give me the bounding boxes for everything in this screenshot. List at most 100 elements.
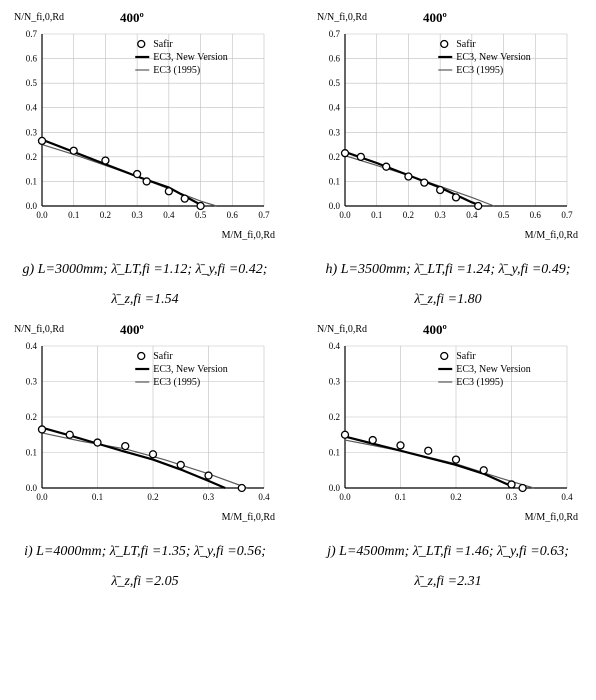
caption-g: g) L=3000mm; λ̄_LT,fi =1.12; λ̄_y,fi =0.…: [10, 259, 280, 312]
svg-text:0.1: 0.1: [329, 176, 340, 186]
marker-safir: [369, 436, 376, 443]
x-axis-label: M/M_fi,0,Rd: [313, 512, 583, 523]
legend-old: EC3 (1995): [456, 65, 503, 76]
svg-text:0.2: 0.2: [403, 210, 414, 220]
caption-line2: λ̄_z,fi =2.31: [313, 571, 583, 593]
svg-text:0.3: 0.3: [329, 127, 341, 137]
legend-new: EC3, New Version: [153, 364, 228, 375]
svg-text:0.3: 0.3: [435, 210, 447, 220]
legend-safir: Safir: [456, 39, 476, 50]
caption-line1: i) L=4000mm; λ̄_LT,fi =1.35; λ̄_y,fi =0.…: [24, 544, 266, 559]
marker-safir: [102, 157, 109, 164]
svg-text:0.0: 0.0: [329, 483, 341, 493]
svg-text:0.4: 0.4: [329, 103, 341, 113]
svg-text:0.2: 0.2: [26, 152, 37, 162]
caption-j: j) L=4500mm; λ̄_LT,fi =1.46; λ̄_y,fi =0.…: [313, 541, 583, 594]
marker-safir: [480, 467, 487, 474]
marker-safir: [39, 137, 46, 144]
svg-text:0.0: 0.0: [36, 210, 48, 220]
marker-safir: [39, 426, 46, 433]
marker-safir: [165, 188, 172, 195]
marker-safir: [508, 481, 515, 488]
chart-h: 0.00.10.20.30.40.50.60.70.00.10.20.30.40…: [313, 28, 573, 228]
marker-safir: [181, 195, 188, 202]
axis-labels-top: N/N_fi,0,Rd 400º: [10, 10, 280, 28]
marker-safir: [134, 171, 141, 178]
legend-new: EC3, New Version: [456, 52, 531, 63]
caption-line1: j) L=4500mm; λ̄_LT,fi =1.46; λ̄_y,fi =0.…: [327, 544, 569, 559]
legend-new: EC3, New Version: [456, 364, 531, 375]
marker-safir: [197, 203, 204, 210]
marker-safir: [238, 484, 245, 491]
marker-safir: [397, 442, 404, 449]
marker-safir: [383, 163, 390, 170]
svg-text:0.5: 0.5: [26, 78, 38, 88]
svg-text:0.1: 0.1: [92, 492, 103, 502]
svg-text:0.6: 0.6: [530, 210, 542, 220]
chart-i: 0.00.10.20.30.40.00.10.20.30.4SafirEC3, …: [10, 340, 270, 510]
svg-text:0.5: 0.5: [498, 210, 510, 220]
y-axis-label: N/N_fi,0,Rd: [317, 12, 367, 23]
svg-text:0.0: 0.0: [339, 492, 351, 502]
chart-title: 400º: [120, 10, 144, 26]
svg-text:0.4: 0.4: [561, 492, 573, 502]
marker-safir: [357, 153, 364, 160]
chart-title: 400º: [120, 322, 144, 338]
caption-i: i) L=4000mm; λ̄_LT,fi =1.35; λ̄_y,fi =0.…: [10, 541, 280, 594]
svg-text:0.1: 0.1: [329, 447, 340, 457]
panel-j: N/N_fi,0,Rd 400º 0.0 0.1 0.2 0.3 0.4 0.0 0.1 0.…: [313, 322, 583, 594]
svg-text:0.0: 0.0: [36, 492, 48, 502]
marker-safir: [94, 439, 101, 446]
svg-text:0.2: 0.2: [450, 492, 461, 502]
svg-text:0.1: 0.1: [26, 447, 37, 457]
axis-labels-top: N/N_fi,0,Rd 400º: [313, 10, 583, 28]
svg-text:0.6: 0.6: [227, 210, 239, 220]
marker-safir: [453, 194, 460, 201]
svg-text:0.6: 0.6: [329, 54, 341, 64]
svg-text:0.4: 0.4: [26, 341, 38, 351]
svg-text:0.2: 0.2: [329, 152, 340, 162]
svg-text:0.4: 0.4: [163, 210, 175, 220]
legend-old: EC3 (1995): [456, 377, 503, 388]
svg-text:0.7: 0.7: [26, 29, 38, 39]
panel-g: N/N_fi,0,Rd 400º 0.0 0.1 0.2 0.3 0.4 0.5 0.6 0.…: [10, 10, 280, 312]
caption-line1: g) L=3000mm; λ̄_LT,fi =1.12; λ̄_y,fi =0.…: [23, 262, 268, 277]
svg-text:0.3: 0.3: [26, 376, 38, 386]
marker-safir: [143, 178, 150, 185]
svg-text:0.7: 0.7: [561, 210, 573, 220]
axis-labels-top: N/N_fi,0,Rd 400º: [313, 322, 583, 340]
svg-text:0.3: 0.3: [132, 210, 144, 220]
chart-title: 400º: [423, 10, 447, 26]
marker-safir: [177, 461, 184, 468]
x-axis-label: M/M_fi,0,Rd: [10, 230, 280, 241]
chart-j: 0.00.10.20.30.40.00.10.20.30.4SafirEC3, …: [313, 340, 573, 510]
marker-safir: [150, 451, 157, 458]
marker-safir: [205, 472, 212, 479]
legend-old: EC3 (1995): [153, 377, 200, 388]
svg-text:0.2: 0.2: [100, 210, 111, 220]
caption-line1: h) L=3500mm; λ̄_LT,fi =1.24; λ̄_y,fi =0.…: [326, 262, 571, 277]
svg-text:0.1: 0.1: [26, 176, 37, 186]
caption-line2: λ̄_z,fi =1.80: [313, 289, 583, 311]
caption-line2: λ̄_z,fi =1.54: [10, 289, 280, 311]
marker-safir: [66, 431, 73, 438]
svg-text:0.4: 0.4: [26, 103, 38, 113]
legend-old: EC3 (1995): [153, 65, 200, 76]
marker-safir: [122, 442, 129, 449]
caption-line2: λ̄_z,fi =2.05: [10, 571, 280, 593]
svg-text:0.2: 0.2: [329, 412, 340, 422]
svg-text:0.4: 0.4: [329, 341, 341, 351]
panel-h: N/N_fi,0,Rd 400º 0.00.10.20.30.40.50.60.…: [313, 10, 583, 312]
svg-text:0.3: 0.3: [203, 492, 215, 502]
marker-safir: [453, 456, 460, 463]
svg-text:0.0: 0.0: [26, 201, 38, 211]
svg-text:0.3: 0.3: [506, 492, 518, 502]
marker-safir: [475, 203, 482, 210]
svg-text:0.5: 0.5: [329, 78, 341, 88]
marker-safir: [421, 179, 428, 186]
caption-h: h) L=3500mm; λ̄_LT,fi =1.24; λ̄_y,fi =0.…: [313, 259, 583, 312]
marker-safir: [425, 447, 432, 454]
svg-text:0.7: 0.7: [329, 29, 341, 39]
marker-safir: [437, 187, 444, 194]
svg-text:0.1: 0.1: [395, 492, 406, 502]
